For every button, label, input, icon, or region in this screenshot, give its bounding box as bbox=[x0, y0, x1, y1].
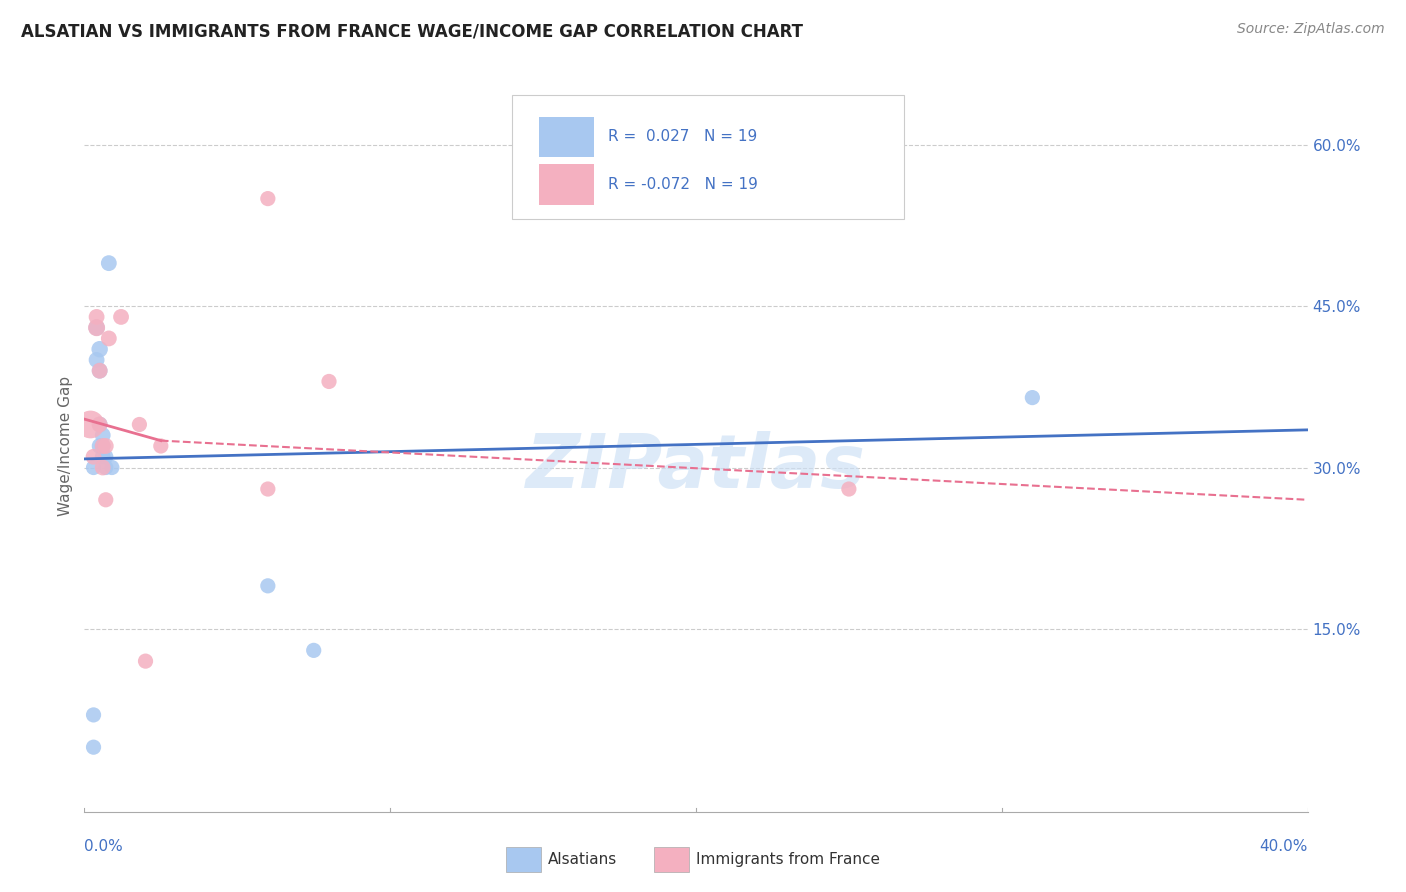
Text: 40.0%: 40.0% bbox=[1260, 838, 1308, 854]
Point bbox=[83, 707, 105, 722]
Point bbox=[91, 439, 114, 453]
Point bbox=[86, 310, 108, 324]
Point bbox=[79, 417, 101, 432]
FancyBboxPatch shape bbox=[513, 95, 904, 219]
Text: Source: ZipAtlas.com: Source: ZipAtlas.com bbox=[1237, 22, 1385, 37]
Point bbox=[257, 482, 280, 496]
Point bbox=[83, 460, 105, 475]
Point bbox=[94, 460, 117, 475]
Point bbox=[94, 439, 117, 453]
Point bbox=[89, 417, 111, 432]
Text: ALSATIAN VS IMMIGRANTS FROM FRANCE WAGE/INCOME GAP CORRELATION CHART: ALSATIAN VS IMMIGRANTS FROM FRANCE WAGE/… bbox=[21, 22, 803, 40]
Point bbox=[91, 428, 114, 442]
Point bbox=[149, 439, 172, 453]
Point bbox=[101, 460, 124, 475]
Point bbox=[838, 482, 860, 496]
FancyBboxPatch shape bbox=[540, 117, 595, 157]
Point bbox=[97, 331, 120, 345]
Text: R = -0.072   N = 19: R = -0.072 N = 19 bbox=[607, 177, 758, 192]
Text: Immigrants from France: Immigrants from France bbox=[696, 853, 880, 867]
Point bbox=[110, 310, 132, 324]
Point bbox=[91, 439, 114, 453]
Point bbox=[89, 439, 111, 453]
Point bbox=[128, 417, 150, 432]
Point bbox=[94, 450, 117, 464]
Text: R =  0.027   N = 19: R = 0.027 N = 19 bbox=[607, 129, 758, 145]
Point bbox=[89, 364, 111, 378]
Point bbox=[318, 375, 340, 389]
Point bbox=[91, 450, 114, 464]
Y-axis label: Wage/Income Gap: Wage/Income Gap bbox=[58, 376, 73, 516]
Text: Alsatians: Alsatians bbox=[548, 853, 617, 867]
Point bbox=[257, 579, 280, 593]
Point bbox=[89, 364, 111, 378]
Point bbox=[86, 320, 108, 334]
Text: ZIPatlas: ZIPatlas bbox=[526, 432, 866, 505]
Point bbox=[89, 417, 111, 432]
FancyBboxPatch shape bbox=[540, 164, 595, 204]
Point bbox=[257, 192, 280, 206]
Point bbox=[1021, 391, 1043, 405]
Point bbox=[302, 643, 325, 657]
Point bbox=[83, 450, 105, 464]
Point bbox=[135, 654, 157, 668]
Point bbox=[86, 353, 108, 368]
Point bbox=[83, 740, 105, 755]
Point bbox=[86, 320, 108, 334]
Point bbox=[91, 460, 114, 475]
Point bbox=[89, 342, 111, 356]
Text: 0.0%: 0.0% bbox=[84, 838, 124, 854]
Point bbox=[97, 256, 120, 270]
Point bbox=[94, 492, 117, 507]
